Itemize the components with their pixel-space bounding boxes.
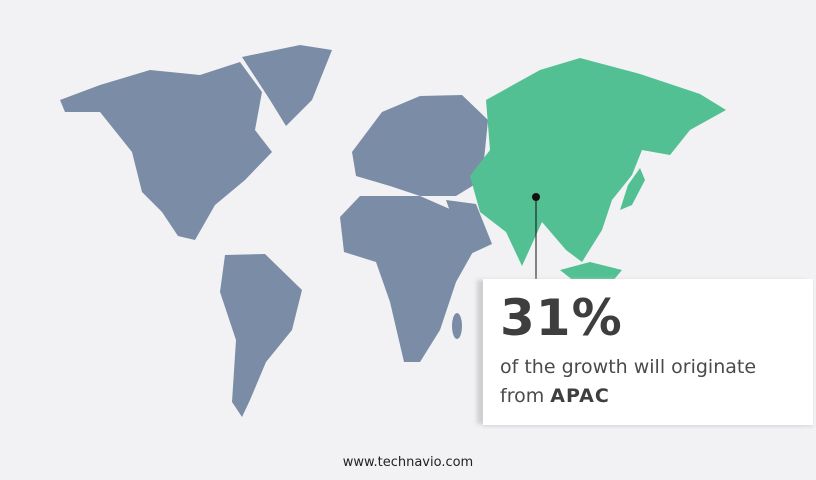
growth-percent: 31%: [500, 289, 623, 347]
callout-region: APAC: [550, 385, 610, 407]
south-america: [220, 254, 302, 417]
callout-card: 31% of the growth will originate from AP…: [483, 279, 813, 425]
arabia: [446, 200, 492, 256]
callout-text-line2: from APAC: [500, 385, 610, 407]
callout-text-line1: of the growth will originate: [500, 356, 757, 378]
japan: [620, 168, 645, 210]
europe: [352, 95, 488, 196]
africa: [340, 196, 474, 362]
greenland: [242, 45, 332, 126]
callout-pointer-dot: [532, 193, 540, 201]
apac-region: [470, 58, 726, 266]
north-america: [60, 62, 272, 240]
callout-from: from: [500, 385, 545, 407]
footer-website: www.technavio.com: [342, 455, 474, 470]
southeast-asia-islands: [560, 262, 622, 282]
madagascar: [452, 313, 462, 339]
